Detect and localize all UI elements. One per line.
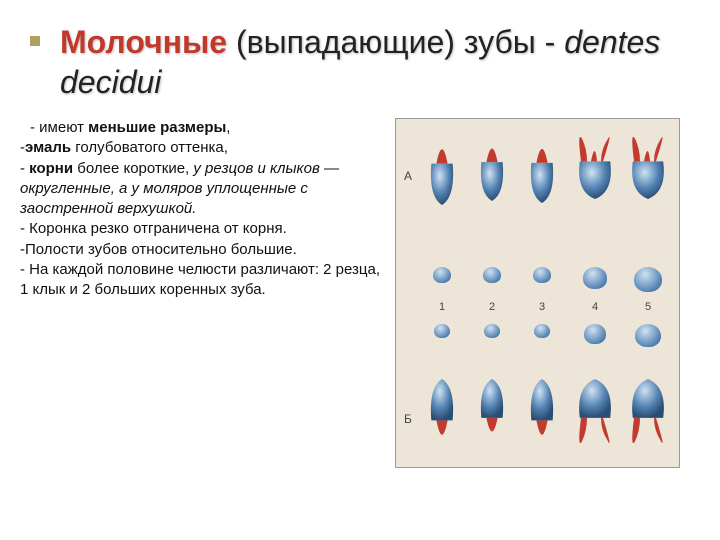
teeth-illustration: А 1 2 3 4 5 [395, 118, 680, 468]
bullet-4: - Коронка резко отграничена от корня. [20, 219, 385, 239]
col-label-2: 2 [482, 301, 502, 313]
row-label-a: А [404, 169, 412, 183]
tooth-occlusal-lower-2 [484, 324, 500, 338]
tooth-occlusal-upper-3 [533, 267, 551, 283]
tooth-occlusal-upper-5 [634, 267, 662, 292]
tooth-lower-5 [628, 377, 668, 443]
tooth-lower-1 [428, 377, 456, 447]
bullet-5: -Полости зубов относительно большие. [20, 240, 385, 260]
bullet-6: - На каждой половине челюсти различают: … [20, 260, 385, 301]
title-part1: Молочные [60, 24, 227, 60]
title-part2: (выпадающие) зубы - [227, 24, 564, 60]
tooth-occlusal-lower-3 [534, 324, 550, 338]
tooth-upper-2 [478, 137, 506, 203]
tooth-upper-3 [528, 137, 556, 205]
tooth-upper-1 [428, 137, 456, 207]
col-label-5: 5 [638, 301, 658, 313]
tooth-upper-5 [628, 137, 668, 201]
title-bullet [30, 36, 40, 46]
tooth-occlusal-lower-1 [434, 324, 450, 338]
tooth-occlusal-upper-4 [583, 267, 607, 289]
text-column: - имеют меньшие размеры, -эмаль голубова… [20, 118, 385, 468]
tooth-upper-4 [575, 137, 615, 201]
content-area: - имеют меньшие размеры, -эмаль голубова… [60, 118, 680, 468]
tooth-occlusal-lower-5 [635, 324, 661, 347]
tooth-occlusal-upper-1 [433, 267, 451, 283]
col-label-4: 4 [585, 301, 605, 313]
tooth-lower-4 [575, 377, 615, 443]
row-label-b: Б [404, 412, 412, 426]
col-label-1: 1 [432, 301, 452, 313]
bullet-1: - имеют меньшие размеры, [20, 118, 385, 138]
tooth-occlusal-lower-4 [584, 324, 606, 344]
tooth-lower-3 [528, 377, 556, 447]
page-title: Молочные (выпадающие) зубы - dentes deci… [60, 22, 680, 102]
bullet-2: -эмаль голубоватого оттенка, [20, 138, 385, 158]
figure-column: А 1 2 3 4 5 [395, 118, 680, 468]
bullet-3: - корни более короткие, у резцов и клыко… [20, 159, 385, 220]
tooth-occlusal-upper-2 [483, 267, 501, 283]
tooth-lower-2 [478, 377, 506, 443]
col-label-3: 3 [532, 301, 552, 313]
